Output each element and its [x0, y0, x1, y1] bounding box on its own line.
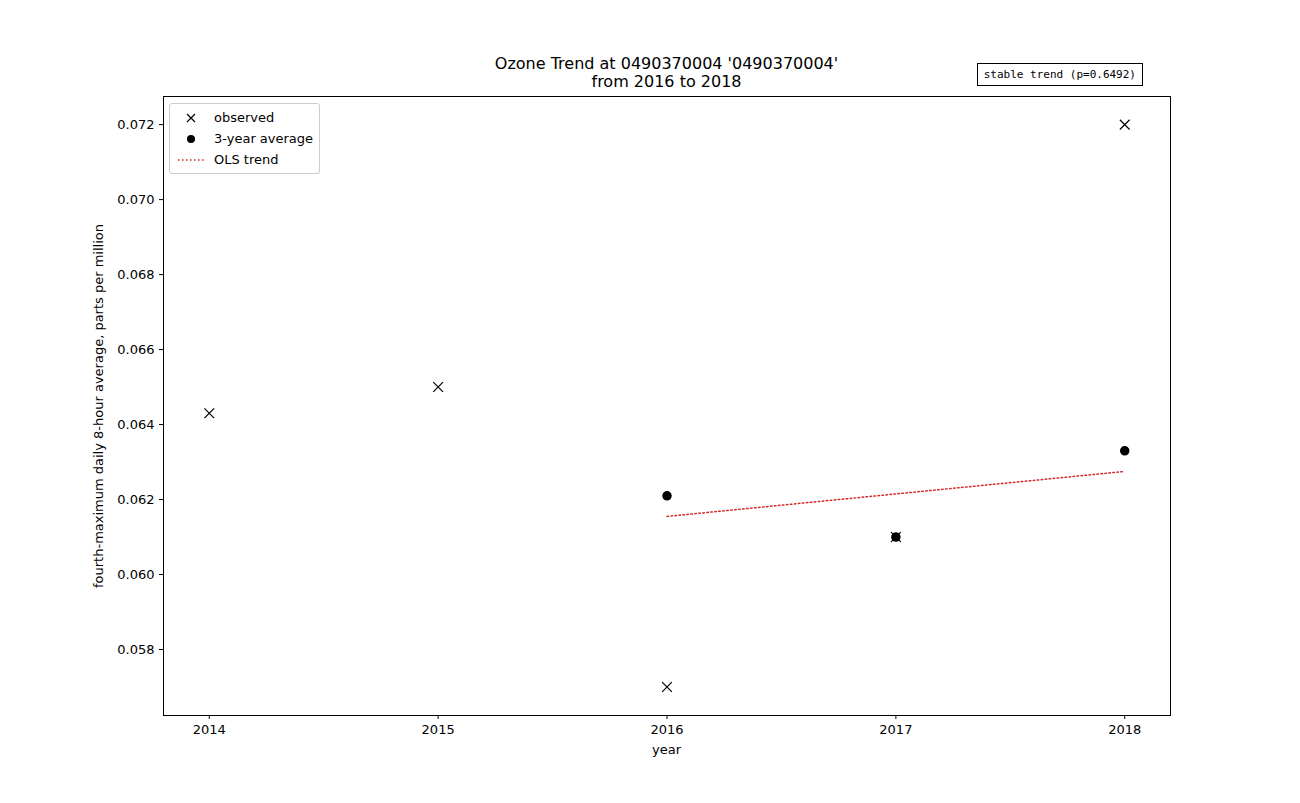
svg-text:0.064: 0.064 — [117, 417, 154, 432]
html-text:OLS trend: OLS trend — [214, 152, 279, 167]
svg-text:0.072: 0.072 — [117, 117, 154, 132]
svg-text:2018: 2018 — [1108, 722, 1141, 737]
svg-text:0.060: 0.060 — [117, 567, 154, 582]
svg-text:2017: 2017 — [879, 722, 912, 737]
html-text:3-year average: 3-year average — [214, 131, 314, 146]
svg-text:0.058: 0.058 — [117, 642, 154, 657]
svg-text:2015: 2015 — [422, 722, 455, 737]
html-text:year: year — [652, 742, 681, 757]
html-text:Ozone Trend at 0490370004 '049: Ozone Trend at 0490370004 '0490370004' — [494, 54, 839, 73]
svg-text:0.062: 0.062 — [117, 492, 154, 507]
svg-text:2014: 2014 — [193, 722, 226, 737]
svg-text:0.068: 0.068 — [117, 267, 154, 282]
html-text:stable trend (p=0.6492): stable trend (p=0.6492) — [983, 68, 1136, 81]
svg-text:0.066: 0.066 — [117, 342, 154, 357]
svg-text:0.070: 0.070 — [117, 192, 154, 207]
html-text:from 2016 to 2018: from 2016 to 2018 — [591, 72, 742, 91]
svg-text:2016: 2016 — [650, 722, 683, 737]
html-text:fourth-maximum daily 8-hour av: fourth-maximum daily 8-hour average, par… — [90, 223, 106, 588]
html-text:observed: observed — [214, 110, 275, 125]
